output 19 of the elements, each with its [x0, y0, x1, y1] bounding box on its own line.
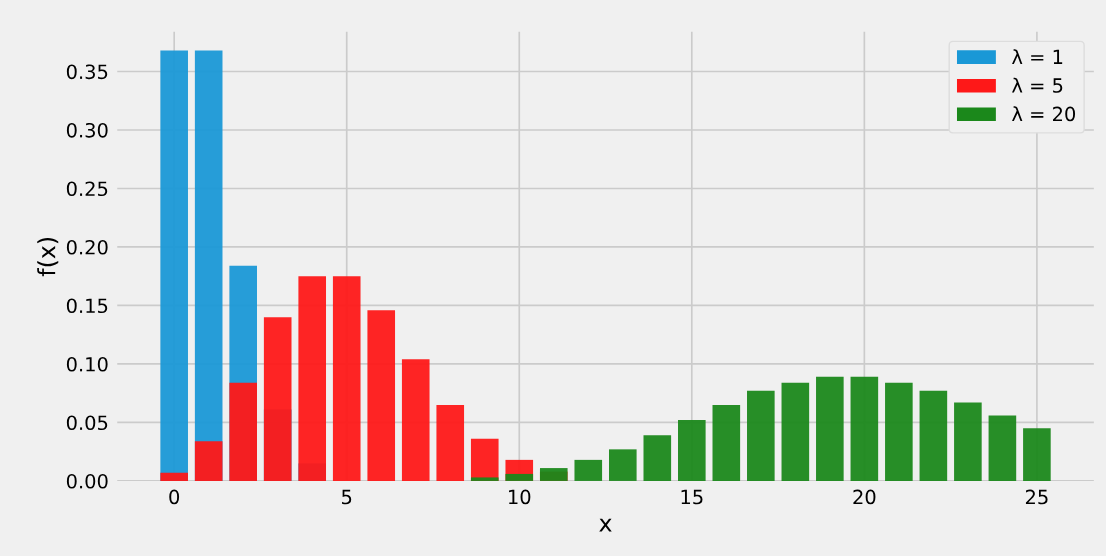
y-tick-label: 0.15	[66, 298, 108, 314]
legend-label: λ = 1	[1012, 49, 1063, 64]
y-tick-label: 0.30	[66, 122, 108, 138]
y-tick-label: 0.20	[66, 239, 108, 255]
y-tick-label: 0.00	[66, 473, 108, 489]
y-tick-label: 0.05	[66, 415, 108, 431]
x-tick-label: 25	[1025, 489, 1048, 505]
x-tick-label: 10	[509, 489, 531, 505]
y-tick-label: 0.25	[66, 181, 108, 197]
legend-label: λ = 20	[1012, 106, 1076, 122]
x-tick-label: 5	[342, 489, 352, 505]
x-tick-label: 0	[169, 489, 180, 505]
y-tick-label: 0.35	[66, 64, 108, 80]
y-tick-label: 0.10	[66, 356, 108, 372]
x-axis-title: x	[599, 518, 612, 532]
x-tick-label: 20	[853, 489, 876, 505]
x-tick-label: 15	[681, 489, 703, 505]
y-axis-title: f(x)	[37, 237, 59, 277]
legend-label: λ = 5	[1012, 77, 1063, 93]
